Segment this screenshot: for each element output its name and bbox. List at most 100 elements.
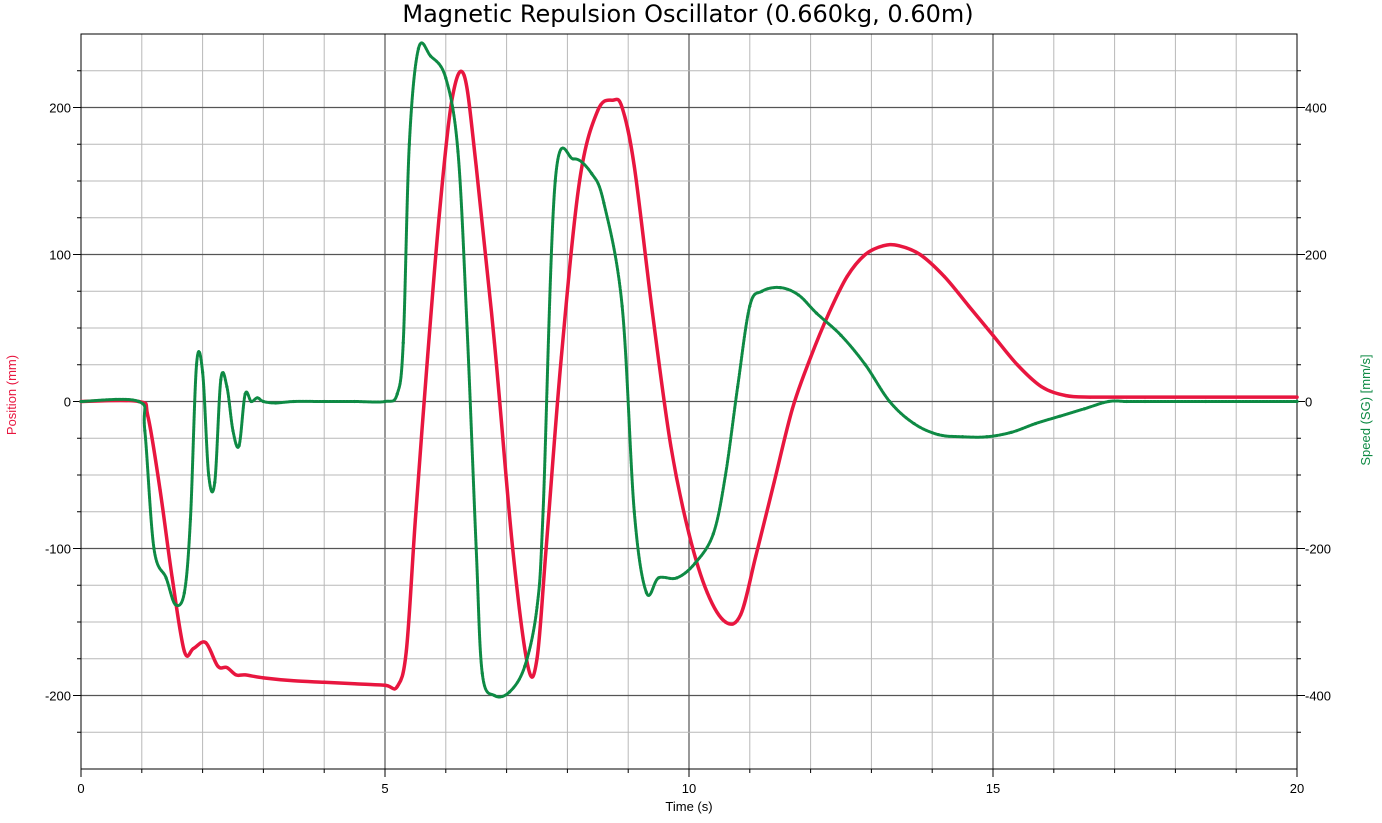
data-point-position xyxy=(146,414,150,418)
data-point-position xyxy=(1234,395,1238,399)
data-point-speed xyxy=(480,671,484,676)
axis-ticks: 0 5 10 15 20 200 100 0 -100 -200 400 200 0 -200 -400 xyxy=(45,70,1331,796)
data-point-position xyxy=(967,304,971,308)
y-left-tick-label: 0 xyxy=(64,395,71,410)
data-point-speed xyxy=(936,432,940,437)
data-point-speed xyxy=(675,576,679,580)
data-point-speed xyxy=(1033,421,1038,426)
data-point-speed xyxy=(249,399,253,404)
x-tick-label: 5 xyxy=(381,781,388,796)
data-point-position xyxy=(225,665,229,670)
data-point-speed xyxy=(796,293,801,297)
x-tick-label: 0 xyxy=(77,781,84,796)
data-point-speed xyxy=(1009,430,1013,434)
data-point-speed xyxy=(322,399,326,404)
y-right-tick-label: 200 xyxy=(1305,248,1327,263)
data-point-position xyxy=(705,591,709,595)
data-point-speed xyxy=(1058,414,1062,418)
data-point-speed xyxy=(644,591,649,595)
data-point-speed xyxy=(693,561,697,565)
data-point-speed xyxy=(815,311,819,315)
data-point-speed xyxy=(912,421,916,426)
data-point-speed xyxy=(292,399,296,404)
data-point-speed xyxy=(863,363,867,367)
data-point-speed xyxy=(1082,407,1086,411)
data-point-position xyxy=(413,517,417,521)
data-point-speed xyxy=(535,605,539,609)
data-point-position xyxy=(723,620,728,624)
chart-title: Magnetic Repulsion Oscillator (0.660kg, … xyxy=(402,0,973,28)
data-point-speed xyxy=(456,150,460,154)
data-point-position xyxy=(438,208,442,212)
data-point-speed xyxy=(273,401,278,405)
data-point-speed xyxy=(620,304,624,308)
data-point-speed xyxy=(383,399,387,404)
data-point-position xyxy=(243,673,247,677)
data-point-speed xyxy=(401,341,405,345)
series-layer xyxy=(79,41,1299,699)
data-point-position xyxy=(158,488,162,492)
data-point-speed xyxy=(523,664,527,668)
data-point-position xyxy=(1113,395,1117,399)
data-point-speed xyxy=(261,399,265,404)
data-point-speed xyxy=(207,473,211,477)
data-point-position xyxy=(535,657,539,661)
data-point-speed xyxy=(182,591,186,595)
data-point-position xyxy=(669,444,673,448)
data-point-speed xyxy=(395,392,399,396)
data-point-position xyxy=(1064,394,1068,398)
data-point-speed xyxy=(201,370,205,374)
data-point-position xyxy=(1173,395,1177,399)
data-point-speed xyxy=(137,399,141,404)
data-point-speed xyxy=(888,399,892,404)
data-point-position xyxy=(897,244,901,248)
y-left-tick-label: 100 xyxy=(49,248,71,263)
data-point-speed xyxy=(736,385,740,389)
data-point-position xyxy=(216,664,220,668)
y-left-tick-label: 200 xyxy=(49,101,71,116)
data-point-position xyxy=(942,274,946,279)
data-point-speed xyxy=(219,377,223,382)
y-right-tick-label: -200 xyxy=(1305,542,1331,557)
data-point-position xyxy=(170,576,174,580)
data-point-position xyxy=(772,480,776,484)
data-point-position xyxy=(261,676,265,680)
data-point-position xyxy=(353,682,357,686)
data-point-position xyxy=(739,613,743,617)
data-point-position xyxy=(991,333,995,337)
data-point-position xyxy=(492,341,497,345)
data-point-position xyxy=(1295,395,1299,399)
data-point-speed xyxy=(237,444,241,448)
data-point-speed xyxy=(225,385,229,389)
data-point-position xyxy=(544,546,548,551)
data-point-position xyxy=(881,244,886,248)
data-point-position xyxy=(1088,395,1092,399)
data-point-speed xyxy=(508,690,512,694)
data-point-speed xyxy=(79,399,83,404)
data-point-position xyxy=(827,311,831,315)
data-point-speed xyxy=(173,602,177,606)
data-point-speed xyxy=(255,396,259,400)
data-point-speed xyxy=(1143,399,1147,404)
data-point-position xyxy=(395,685,399,689)
data-point-speed xyxy=(1204,399,1208,404)
data-point-speed xyxy=(213,480,217,484)
data-point-position xyxy=(845,274,849,279)
data-point-position xyxy=(1015,363,1019,367)
data-point-speed xyxy=(231,429,235,433)
data-point-speed xyxy=(711,532,715,536)
data-point-position xyxy=(322,680,326,684)
data-point-position xyxy=(790,407,794,411)
data-point-speed xyxy=(985,435,989,439)
x-tick-label: 10 xyxy=(682,781,696,796)
data-point-speed xyxy=(1106,399,1111,404)
y-axis-right-label: Speed (SG) [mm/s] xyxy=(1358,354,1373,465)
y-right-tick-label: -400 xyxy=(1305,689,1331,704)
data-point-speed xyxy=(164,576,168,580)
data-point-position xyxy=(650,311,655,315)
x-tick-label: 20 xyxy=(1290,781,1304,796)
x-tick-label: 15 xyxy=(986,781,1000,796)
data-point-speed xyxy=(188,517,193,521)
y-left-tick-label: -200 xyxy=(45,689,71,704)
data-point-speed xyxy=(590,172,594,176)
